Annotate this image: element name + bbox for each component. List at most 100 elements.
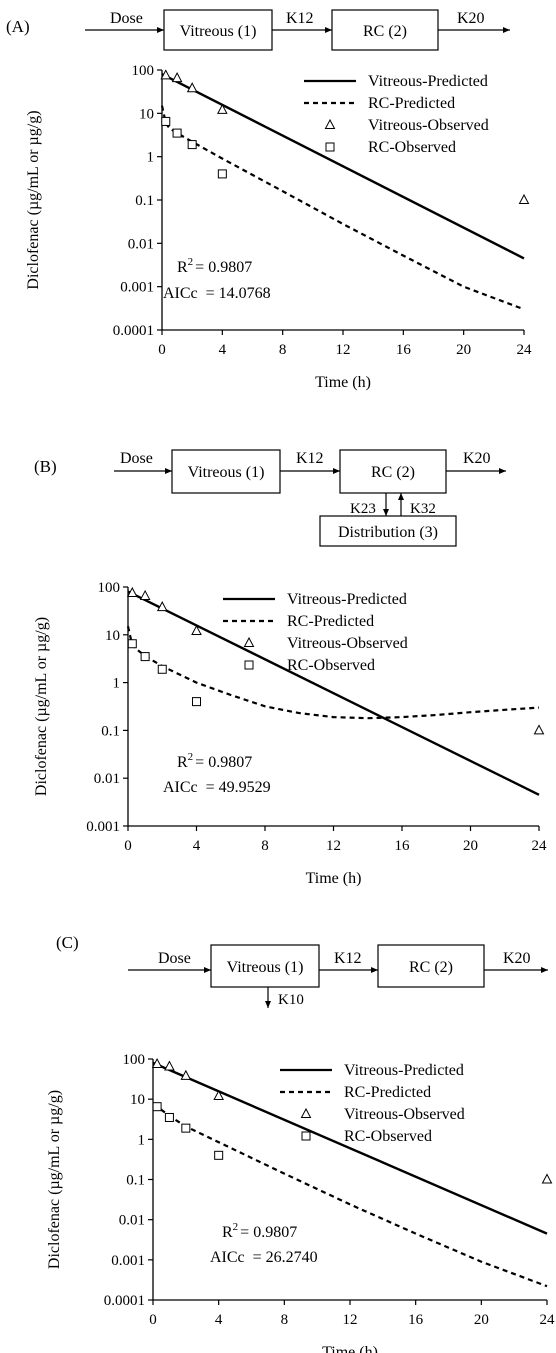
k12-label: K12	[296, 450, 324, 467]
vitreous-compartment-label: Vitreous (1)	[188, 464, 265, 481]
vitreous-predicted-line	[161, 73, 525, 260]
y-tick-label: 10	[130, 1092, 145, 1108]
y-tick-label: 1	[147, 150, 155, 166]
vitreous-observed-point	[213, 1089, 224, 1100]
x-tick-label: 4	[219, 342, 227, 358]
vitreous-observed-point	[180, 1069, 192, 1080]
vitreous-observed-point	[126, 586, 138, 597]
x-tick-label: 16	[396, 342, 412, 358]
panel-c-r2: R2 = 0.9807	[222, 1221, 297, 1241]
rc-observed-point	[157, 664, 167, 674]
y-axis-title: Diclofenac (µg/mL or µg/g)	[25, 110, 42, 289]
vitreous-observed-point	[171, 72, 183, 83]
y-tick-label: 100	[132, 63, 155, 79]
y-tick-label: 0.1	[101, 723, 120, 739]
rc-observed-point	[152, 1102, 162, 1112]
rc-predicted-line	[152, 1104, 548, 1288]
legend-triangle-symbol	[243, 636, 255, 647]
x-tick-label: 16	[395, 838, 411, 854]
rc-compartment	[377, 944, 485, 988]
legend-entry: Vitreous-Predicted	[344, 1062, 464, 1079]
y-tick-label: 0.1	[135, 193, 154, 209]
rc-compartment-label: RC (2)	[363, 23, 407, 40]
y-tick-label: 0.001	[111, 1253, 145, 1269]
y-tick-label: 1	[113, 676, 121, 692]
y-tick-label: 0.001	[120, 280, 154, 296]
y-tick-label: 1	[138, 1132, 146, 1148]
y-tick-label: 10	[139, 106, 154, 122]
panel-a-label: (A)	[6, 17, 30, 36]
rc-observed-point	[164, 1112, 174, 1122]
x-tick-label: 12	[343, 1312, 358, 1328]
x-tick-label: 20	[456, 342, 471, 358]
x-tick-label: 16	[408, 1312, 424, 1328]
panel-b-scheme: (B) Dose Vitreous (1) K12 RC (2) K20 K23…	[34, 449, 506, 547]
legend-entry: Vitreous-Predicted	[368, 73, 488, 90]
x-tick-label: 8	[261, 838, 269, 854]
vitreous-observed-point	[151, 1057, 163, 1069]
panel-a-aicc: AICc = 14.0768	[163, 285, 271, 302]
panel-c-aicc: AICc = 26.2740	[210, 1249, 318, 1266]
k23-label: K23	[350, 501, 376, 517]
legend-square-symbol	[325, 142, 335, 152]
panel-c-label: (C)	[56, 933, 79, 952]
rc-predicted-line	[160, 105, 525, 311]
x-tick-label: 24	[540, 1312, 556, 1328]
x-tick-label: 0	[149, 1312, 157, 1328]
vitreous-compartment-label: Vitreous (1)	[227, 959, 304, 976]
vitreous-compartment-label: Vitreous (1)	[180, 23, 257, 40]
legend-entry: RC-Observed	[287, 657, 375, 674]
rc-observed-point	[140, 652, 150, 662]
y-tick-label: 0.01	[128, 236, 154, 252]
x-tick-label: 0	[124, 838, 132, 854]
y-tick-label: 0.1	[126, 1173, 145, 1189]
y-tick-label: 0.01	[94, 771, 120, 787]
k20-label: K20	[457, 10, 485, 27]
dose-label: Dose	[120, 450, 153, 467]
rc-observed-point	[192, 697, 201, 707]
panel-a-r2: R2 = 0.9807	[177, 256, 252, 276]
x-tick-label: 4	[193, 838, 201, 854]
vitreous-observed-point	[533, 724, 545, 735]
dose-label: Dose	[158, 950, 191, 967]
legend-triangle-symbol	[300, 1107, 312, 1118]
rc-observed-point	[161, 116, 171, 126]
y-tick-label: 100	[123, 1052, 146, 1068]
panel-c-scheme: (C) Dose Vitreous (1) K12 RC (2) K20 K10	[56, 933, 548, 1008]
x-tick-label: 8	[279, 342, 287, 358]
legend-entry: RC-Predicted	[368, 95, 455, 112]
x-axis-title: Time (h)	[322, 1344, 378, 1353]
rc-observed-point	[172, 128, 182, 138]
y-tick-label: 0.0001	[104, 1293, 145, 1309]
y-tick-label: 100	[98, 580, 121, 596]
x-tick-label: 20	[474, 1312, 489, 1328]
k32-label: K32	[410, 501, 436, 517]
rc-observed-point	[127, 639, 137, 649]
vitreous-observed-point	[191, 624, 202, 636]
y-tick-label: 0.01	[119, 1213, 145, 1229]
x-axis-title: Time (h)	[315, 374, 371, 391]
vitreous-observed-point	[186, 82, 198, 93]
x-tick-label: 24	[517, 342, 533, 358]
k12-label: K12	[286, 10, 314, 27]
vitreous-observed-point	[518, 193, 530, 204]
legend-entry: RC-Predicted	[287, 613, 374, 630]
rc-observed-point	[214, 1150, 224, 1160]
x-tick-label: 24	[532, 838, 548, 854]
vitreous-observed-point	[541, 1173, 553, 1184]
x-tick-label: 20	[463, 838, 478, 854]
distribution-compartment	[319, 515, 457, 547]
k20-label: K20	[463, 450, 491, 467]
vitreous-compartment	[171, 449, 281, 494]
k10-label: K10	[278, 992, 304, 1008]
rc-observed-point	[187, 140, 197, 150]
rc-compartment	[331, 9, 439, 51]
legend-square-symbol	[301, 1131, 311, 1141]
legend-entry: RC-Observed	[368, 139, 456, 156]
legend-square-symbol	[244, 660, 254, 670]
y-tick-label: 0.001	[86, 819, 120, 835]
rc-compartment-label: RC (2)	[371, 464, 415, 481]
rc-compartment-label: RC (2)	[409, 959, 453, 976]
vitreous-observed-point	[160, 69, 172, 80]
